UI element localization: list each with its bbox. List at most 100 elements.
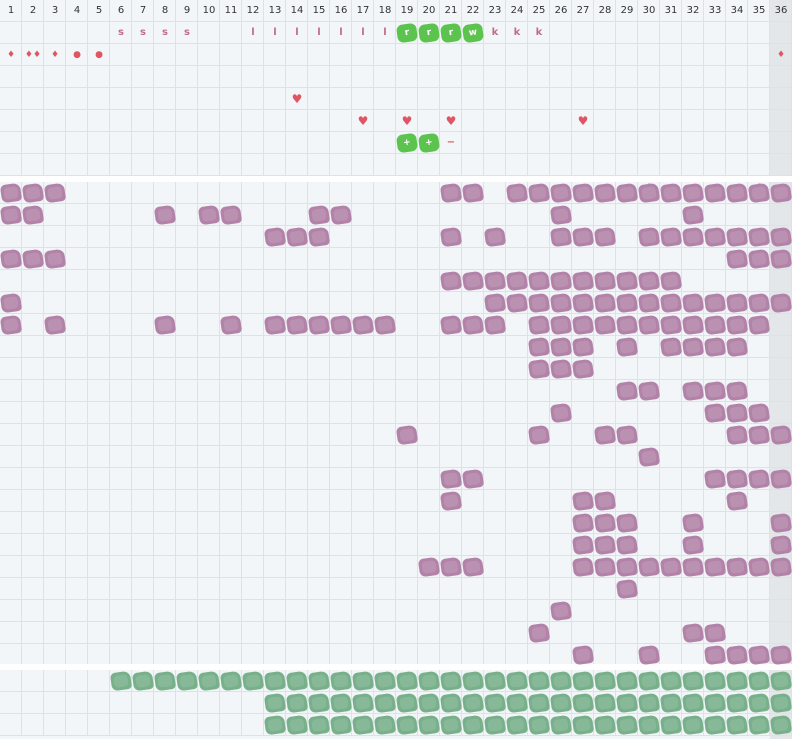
main-cell[interactable]	[198, 182, 220, 204]
main-cell[interactable]	[154, 578, 176, 600]
purple-piece[interactable]	[549, 292, 573, 314]
main-cell[interactable]	[506, 644, 528, 666]
main-cell[interactable]	[132, 578, 154, 600]
top-cell[interactable]	[616, 0, 638, 22]
main-cell[interactable]	[396, 490, 418, 512]
main-cell[interactable]	[396, 336, 418, 358]
main-cell[interactable]	[572, 468, 594, 490]
main-cell[interactable]	[154, 358, 176, 380]
main-cell[interactable]	[616, 644, 638, 666]
main-cell[interactable]	[66, 402, 88, 424]
top-cell[interactable]	[220, 110, 242, 132]
top-cell[interactable]	[220, 44, 242, 66]
main-cell[interactable]	[748, 358, 770, 380]
top-cell[interactable]	[726, 44, 748, 66]
purple-piece[interactable]	[571, 292, 595, 314]
letter-marker[interactable]: s	[140, 27, 146, 38]
main-cell[interactable]	[440, 556, 462, 578]
main-cell[interactable]	[528, 380, 550, 402]
main-cell[interactable]	[462, 468, 484, 490]
top-cell[interactable]	[616, 22, 638, 44]
bottom-cell[interactable]	[198, 692, 220, 714]
main-cell[interactable]	[110, 402, 132, 424]
main-cell[interactable]	[528, 204, 550, 226]
main-cell[interactable]	[704, 270, 726, 292]
main-cell[interactable]	[418, 644, 440, 666]
main-cell[interactable]	[330, 380, 352, 402]
main-cell[interactable]	[242, 556, 264, 578]
main-cell[interactable]	[748, 226, 770, 248]
main-cell[interactable]	[440, 380, 462, 402]
main-cell[interactable]	[22, 380, 44, 402]
main-cell[interactable]	[484, 578, 506, 600]
main-cell[interactable]	[22, 314, 44, 336]
top-cell[interactable]	[550, 22, 572, 44]
bottom-cell[interactable]	[528, 692, 550, 714]
purple-piece[interactable]	[593, 270, 617, 292]
top-cell[interactable]	[198, 88, 220, 110]
bottom-cell[interactable]	[220, 670, 242, 692]
main-cell[interactable]	[418, 600, 440, 622]
top-cell[interactable]	[66, 22, 88, 44]
top-cell[interactable]	[770, 88, 792, 110]
main-cell[interactable]	[132, 556, 154, 578]
purple-piece[interactable]	[439, 182, 463, 204]
purple-piece[interactable]	[219, 314, 243, 336]
main-cell[interactable]	[704, 248, 726, 270]
main-cell[interactable]	[154, 644, 176, 666]
drop-icon[interactable]: ♦	[50, 50, 60, 60]
main-cell[interactable]	[484, 446, 506, 468]
main-cell[interactable]	[506, 490, 528, 512]
main-cell[interactable]	[484, 182, 506, 204]
main-cell[interactable]	[132, 622, 154, 644]
main-cell[interactable]	[418, 358, 440, 380]
main-cell[interactable]	[682, 622, 704, 644]
main-cell[interactable]	[22, 578, 44, 600]
main-cell[interactable]	[242, 622, 264, 644]
purple-piece[interactable]	[747, 248, 771, 270]
main-cell[interactable]	[396, 424, 418, 446]
main-cell[interactable]	[0, 512, 22, 534]
main-cell[interactable]	[154, 512, 176, 534]
main-cell[interactable]	[308, 644, 330, 666]
main-cell[interactable]	[286, 358, 308, 380]
main-cell[interactable]	[550, 248, 572, 270]
bottom-cell[interactable]	[572, 670, 594, 692]
main-cell[interactable]	[242, 468, 264, 490]
purple-piece[interactable]	[615, 556, 639, 578]
main-cell[interactable]	[110, 644, 132, 666]
main-cell[interactable]	[770, 402, 792, 424]
main-cell[interactable]	[44, 182, 66, 204]
green-piece[interactable]	[351, 670, 375, 692]
main-cell[interactable]	[506, 534, 528, 556]
green-piece[interactable]	[505, 714, 529, 736]
top-cell[interactable]	[176, 132, 198, 154]
main-cell[interactable]	[440, 182, 462, 204]
purple-piece[interactable]	[571, 556, 595, 578]
main-cell[interactable]	[682, 248, 704, 270]
main-cell[interactable]	[704, 578, 726, 600]
purple-piece[interactable]	[21, 204, 45, 226]
main-cell[interactable]	[176, 270, 198, 292]
main-cell[interactable]	[638, 446, 660, 468]
top-cell[interactable]	[528, 110, 550, 132]
purple-piece[interactable]	[681, 556, 705, 578]
top-cell[interactable]	[242, 88, 264, 110]
top-cell[interactable]	[550, 66, 572, 88]
main-cell[interactable]	[660, 314, 682, 336]
top-cell[interactable]	[22, 154, 44, 176]
main-cell[interactable]	[0, 490, 22, 512]
top-cell[interactable]	[198, 66, 220, 88]
main-cell[interactable]	[748, 336, 770, 358]
top-cell[interactable]	[198, 44, 220, 66]
main-cell[interactable]	[418, 578, 440, 600]
main-cell[interactable]	[528, 490, 550, 512]
top-cell[interactable]	[264, 66, 286, 88]
bottom-cell[interactable]	[616, 670, 638, 692]
main-cell[interactable]	[0, 578, 22, 600]
top-cell[interactable]	[440, 110, 462, 132]
main-cell[interactable]	[176, 468, 198, 490]
green-piece[interactable]	[439, 692, 463, 714]
bottom-cell[interactable]	[704, 692, 726, 714]
top-cell[interactable]	[66, 88, 88, 110]
